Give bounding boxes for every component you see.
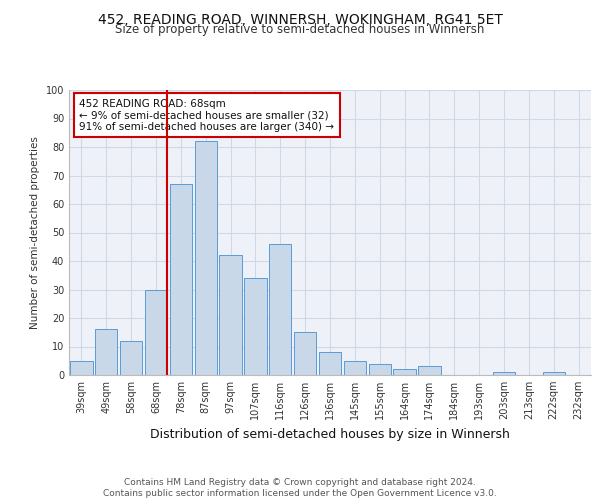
- Y-axis label: Number of semi-detached properties: Number of semi-detached properties: [30, 136, 40, 329]
- Text: 452, READING ROAD, WINNERSH, WOKINGHAM, RG41 5ET: 452, READING ROAD, WINNERSH, WOKINGHAM, …: [98, 12, 502, 26]
- Bar: [294, 332, 316, 375]
- Bar: [145, 290, 167, 375]
- Bar: [542, 372, 565, 375]
- Bar: [394, 370, 416, 375]
- Bar: [493, 372, 515, 375]
- Text: Size of property relative to semi-detached houses in Winnersh: Size of property relative to semi-detach…: [115, 22, 485, 36]
- Bar: [220, 256, 242, 375]
- Bar: [120, 341, 142, 375]
- Bar: [319, 352, 341, 375]
- Bar: [70, 361, 92, 375]
- Text: 452 READING ROAD: 68sqm
← 9% of semi-detached houses are smaller (32)
91% of sem: 452 READING ROAD: 68sqm ← 9% of semi-det…: [79, 98, 334, 132]
- Bar: [170, 184, 192, 375]
- Bar: [269, 244, 292, 375]
- Bar: [194, 142, 217, 375]
- Bar: [95, 330, 118, 375]
- Bar: [418, 366, 440, 375]
- Bar: [344, 361, 366, 375]
- Bar: [368, 364, 391, 375]
- Bar: [244, 278, 266, 375]
- X-axis label: Distribution of semi-detached houses by size in Winnersh: Distribution of semi-detached houses by …: [150, 428, 510, 440]
- Text: Contains HM Land Registry data © Crown copyright and database right 2024.
Contai: Contains HM Land Registry data © Crown c…: [103, 478, 497, 498]
